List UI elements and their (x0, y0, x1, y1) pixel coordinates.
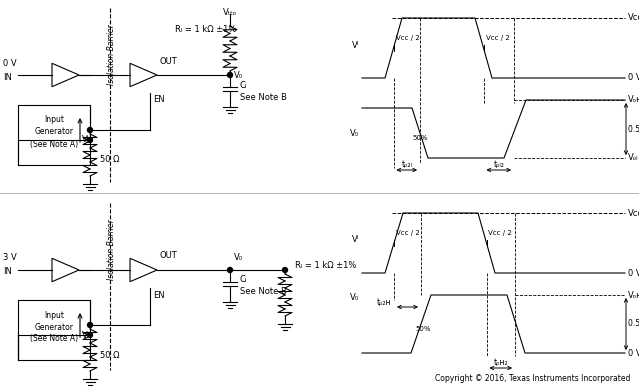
Text: Vᴄᴄ: Vᴄᴄ (628, 209, 639, 218)
Text: 50 Ω: 50 Ω (100, 351, 119, 360)
Text: (See Note A): (See Note A) (30, 140, 78, 149)
Text: tₚ₂ʜ: tₚ₂ʜ (376, 298, 391, 307)
Text: Isolation Barrier: Isolation Barrier (107, 220, 116, 280)
Text: IN: IN (3, 268, 12, 277)
Text: Vₒₗ: Vₒₗ (628, 154, 638, 163)
Text: 50 Ω: 50 Ω (100, 156, 119, 165)
Circle shape (88, 333, 93, 337)
Text: 50%: 50% (412, 135, 427, 141)
Text: Isolation Barrier: Isolation Barrier (107, 25, 116, 85)
Bar (18, 105, 90, 165)
Text: Vᴄᴄ / 2: Vᴄᴄ / 2 (488, 230, 512, 236)
Text: V₀: V₀ (350, 128, 359, 138)
Text: 3 V: 3 V (3, 254, 17, 262)
Text: Cₗ: Cₗ (240, 80, 247, 89)
Circle shape (227, 268, 233, 273)
Text: (See Note A): (See Note A) (30, 335, 78, 344)
Text: Cₗ: Cₗ (240, 275, 247, 284)
Text: Copyright © 2016, Texas Instruments Incorporated: Copyright © 2016, Texas Instruments Inco… (435, 374, 630, 383)
Text: Generator: Generator (35, 323, 73, 332)
Text: Vₜₜₒ: Vₜₜₒ (223, 8, 237, 17)
Text: Vₒʜ: Vₒʜ (628, 96, 639, 105)
Polygon shape (52, 258, 79, 282)
Text: 0 V: 0 V (628, 268, 639, 278)
Text: 0.5 V: 0.5 V (628, 124, 639, 133)
Text: Vᴄᴄ / 2: Vᴄᴄ / 2 (396, 35, 419, 41)
Circle shape (88, 323, 93, 328)
Text: tₚₗ₂: tₚₗ₂ (493, 161, 504, 170)
Text: 0 V: 0 V (628, 349, 639, 358)
Text: Vᴄᴄ / 2: Vᴄᴄ / 2 (396, 230, 420, 236)
Text: 50%: 50% (415, 326, 431, 332)
Text: OUT: OUT (160, 57, 178, 66)
Text: IN: IN (3, 73, 12, 82)
Text: Input: Input (44, 115, 64, 124)
Text: tₚʜ₂: tₚʜ₂ (493, 358, 508, 367)
Text: Rₗ = 1 kΩ ±1%: Rₗ = 1 kΩ ±1% (295, 261, 357, 269)
Text: Generator: Generator (35, 128, 73, 136)
Circle shape (88, 128, 93, 133)
Text: Vᴄᴄ: Vᴄᴄ (628, 14, 639, 23)
Text: 0.5 V: 0.5 V (628, 319, 639, 328)
Text: 0 V: 0 V (3, 58, 17, 67)
Text: See Note B: See Note B (240, 287, 287, 296)
Circle shape (282, 268, 288, 273)
Circle shape (88, 138, 93, 142)
Text: V₀: V₀ (234, 254, 243, 262)
Text: See Note B: See Note B (240, 92, 287, 101)
Text: V₀: V₀ (350, 294, 359, 303)
Text: tₚ₂ₗ: tₚ₂ₗ (401, 161, 412, 170)
Text: EN: EN (153, 96, 165, 105)
Bar (18, 300, 90, 360)
Text: Vᴵ: Vᴵ (351, 236, 359, 245)
Polygon shape (52, 63, 79, 87)
Polygon shape (130, 63, 157, 87)
Text: Vᴵ: Vᴵ (82, 330, 89, 340)
Text: OUT: OUT (160, 252, 178, 261)
Text: Vᴵ: Vᴵ (351, 41, 359, 50)
Text: Vᴄᴄ / 2: Vᴄᴄ / 2 (486, 35, 509, 41)
Circle shape (227, 73, 233, 78)
Text: Vᴵ: Vᴵ (82, 135, 89, 145)
Text: V₀: V₀ (234, 71, 243, 80)
Text: EN: EN (153, 291, 165, 300)
Text: Vₒʜ: Vₒʜ (628, 291, 639, 300)
Text: 0 V: 0 V (628, 73, 639, 83)
Polygon shape (130, 258, 157, 282)
Text: Input: Input (44, 310, 64, 319)
Text: Rₗ = 1 kΩ ±1%: Rₗ = 1 kΩ ±1% (175, 25, 236, 34)
